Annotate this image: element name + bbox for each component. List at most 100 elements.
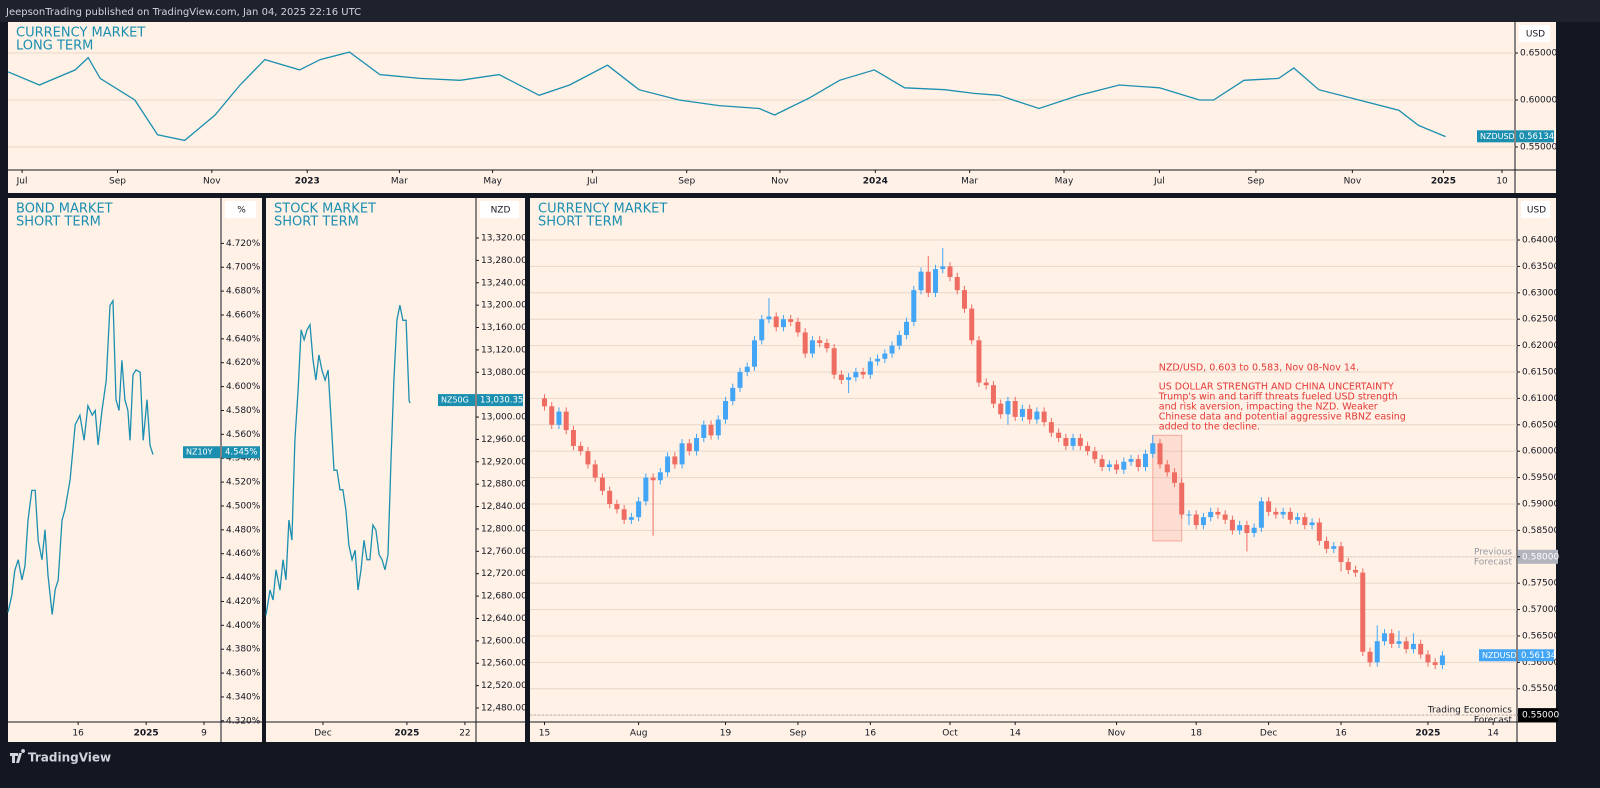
- y-tick-label: 0.60500: [1522, 420, 1559, 430]
- candle-body: [1200, 517, 1206, 526]
- y-tick-label: 12,800.00: [481, 524, 527, 534]
- x-tick-label: 2025: [1415, 729, 1440, 739]
- y-tick-label: 0.63000: [1522, 288, 1559, 298]
- candle-body: [846, 377, 852, 380]
- candle-body: [1331, 546, 1337, 549]
- candle-body: [990, 385, 996, 404]
- x-tick-label: 2025: [134, 729, 159, 739]
- x-tick-label: Nov: [771, 177, 789, 187]
- candle-body: [882, 353, 888, 359]
- highlight-box: [1152, 434, 1183, 542]
- annotation-line: Trump's win and tariff threats fueled US…: [1158, 392, 1398, 403]
- candle-body: [1048, 422, 1054, 433]
- last-name-tag: [183, 446, 220, 459]
- unit-box: [225, 201, 256, 218]
- y-tick-label: 12,960.00: [481, 435, 527, 445]
- y-tick-label: 4.340%: [226, 692, 261, 702]
- candle-body: [665, 456, 671, 473]
- unit-label: USD: [1527, 206, 1546, 216]
- x-tick-label: Sep: [678, 177, 695, 187]
- candle-body: [1316, 522, 1322, 541]
- x-tick-label: 2025: [1431, 177, 1456, 187]
- x-tick-label: 2025: [394, 729, 419, 739]
- top-bar: [0, 0, 1600, 22]
- last-value-tag: [222, 446, 260, 459]
- last-value: 0.56134: [1521, 651, 1556, 661]
- candle-body: [1439, 655, 1445, 665]
- candle-body: [1425, 654, 1431, 663]
- y-tick-label: 0.65000: [1520, 49, 1557, 59]
- unit-box: [1519, 25, 1550, 42]
- price-line: [265, 305, 411, 616]
- candle-body: [875, 358, 881, 362]
- unit-box: [480, 201, 519, 218]
- x-tick-label: 16: [1335, 729, 1347, 739]
- candle-body: [715, 419, 721, 436]
- candle-body: [1251, 527, 1257, 534]
- candle-body: [889, 345, 895, 354]
- y-tick-label: 4.540%: [226, 454, 261, 464]
- y-tick-label: 0.55000: [1520, 142, 1557, 152]
- panel-title: STOCK MARKET: [274, 202, 376, 217]
- candle-body: [1403, 641, 1409, 650]
- x-tick-label: 14: [1487, 729, 1499, 739]
- price-line: [7, 298, 154, 615]
- y-tick-label: 0.56000: [1522, 658, 1559, 668]
- candle-body: [1244, 525, 1250, 534]
- candle-body: [1092, 451, 1098, 460]
- candle-body: [1396, 641, 1402, 644]
- x-tick-label: May: [1055, 177, 1074, 187]
- candle-body: [918, 271, 924, 291]
- y-tick-label: 4.680%: [226, 287, 261, 297]
- last-value: 0.56134: [1519, 132, 1554, 142]
- last-name-tag: [1479, 649, 1516, 662]
- candle-body: [759, 319, 765, 341]
- candle-body: [549, 406, 555, 425]
- candle-body: [824, 342, 830, 349]
- y-tick-label: 0.55500: [1522, 684, 1559, 694]
- y-tick-label: 0.55000: [1522, 711, 1559, 721]
- panel-title: SHORT TERM: [274, 215, 359, 230]
- y-tick-label: 4.460%: [226, 549, 261, 559]
- price-line: [7, 51, 1446, 142]
- y-tick-label: 4.640%: [226, 334, 261, 344]
- panel-title: CURRENCY MARKET: [16, 26, 145, 41]
- candle-body: [998, 403, 1004, 415]
- x-tick-label: Nov: [203, 177, 221, 187]
- y-tick-label: 0.60000: [1520, 95, 1557, 105]
- candle-body: [621, 509, 627, 520]
- y-tick-label: 4.440%: [226, 573, 261, 583]
- candle-body: [541, 398, 547, 407]
- candle-body: [1345, 562, 1351, 570]
- candle-body: [1295, 517, 1301, 520]
- y-tick-label: 12,880.00: [481, 480, 527, 490]
- candle-body: [1193, 514, 1199, 526]
- y-tick-label: 0.58500: [1522, 526, 1559, 536]
- candle-body: [737, 371, 743, 388]
- candle-body: [694, 437, 700, 452]
- x-tick-label: Sep: [109, 177, 126, 187]
- x-tick-label: Sep: [1247, 177, 1264, 187]
- x-tick-label: 2024: [863, 177, 888, 187]
- candle-body: [636, 501, 642, 518]
- candle-body: [983, 382, 989, 386]
- candle-body: [1157, 443, 1163, 465]
- x-tick-label: Jul: [16, 177, 28, 187]
- candle-body: [1186, 514, 1192, 516]
- candle-body: [599, 477, 605, 491]
- panel-title: SHORT TERM: [16, 215, 101, 230]
- candle-body: [679, 443, 685, 465]
- candle-body: [1287, 511, 1293, 520]
- candle-body: [1324, 540, 1330, 549]
- annotation-line: US DOLLAR STRENGTH AND CHINA UNCERTAINTY: [1159, 382, 1394, 393]
- candle-body: [701, 424, 707, 438]
- candle-body: [1237, 525, 1243, 531]
- candle-body: [556, 411, 562, 425]
- x-tick-label: 16: [72, 729, 84, 739]
- candle-body: [1367, 651, 1373, 663]
- y-tick-label: 4.520%: [226, 478, 261, 488]
- y-tick-label: 12,840.00: [481, 502, 527, 512]
- y-tick-label: 13,240.00: [481, 278, 527, 288]
- y-tick-label: 12,480.00: [481, 704, 527, 714]
- last-value-tag: [1516, 130, 1554, 143]
